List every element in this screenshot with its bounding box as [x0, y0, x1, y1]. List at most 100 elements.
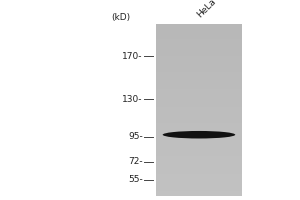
Bar	[156, 118, 242, 119]
Bar	[156, 47, 242, 48]
Bar	[156, 155, 242, 156]
Bar	[156, 171, 242, 172]
Bar	[156, 45, 242, 46]
Bar	[156, 75, 242, 76]
Bar	[156, 111, 242, 112]
Bar	[156, 69, 242, 70]
Bar	[156, 125, 242, 126]
Bar	[156, 143, 242, 144]
Bar	[156, 62, 242, 63]
Bar	[156, 112, 242, 113]
Bar	[156, 136, 242, 137]
Bar	[156, 141, 242, 142]
Text: 95-: 95-	[128, 132, 143, 141]
Bar	[156, 73, 242, 74]
Bar	[156, 100, 242, 101]
Bar	[156, 70, 242, 71]
Bar	[156, 154, 242, 155]
Bar	[156, 147, 242, 148]
Bar	[156, 68, 242, 69]
Bar	[156, 148, 242, 149]
Bar	[156, 24, 242, 25]
Bar	[156, 133, 242, 134]
Bar	[156, 162, 242, 163]
Bar	[156, 46, 242, 47]
Bar	[156, 83, 242, 84]
Bar	[156, 92, 242, 93]
Bar	[156, 52, 242, 53]
Bar	[156, 67, 242, 68]
Bar	[156, 96, 242, 97]
Bar	[156, 186, 242, 187]
Bar	[156, 121, 242, 122]
Bar	[156, 65, 242, 66]
Bar	[156, 49, 242, 50]
Bar	[156, 110, 242, 111]
Bar	[156, 58, 242, 59]
Bar	[156, 195, 242, 196]
Bar	[156, 135, 242, 136]
Bar	[156, 161, 242, 162]
Bar	[156, 157, 242, 158]
Bar	[156, 183, 242, 184]
Bar	[156, 91, 242, 92]
Bar	[156, 35, 242, 36]
Text: 72-: 72-	[128, 157, 143, 166]
Bar	[156, 169, 242, 170]
Bar	[156, 82, 242, 83]
Bar	[156, 61, 242, 62]
Bar	[156, 74, 242, 75]
Bar	[156, 167, 242, 168]
Bar	[156, 175, 242, 176]
Bar	[156, 139, 242, 140]
Bar	[156, 144, 242, 145]
Bar	[156, 84, 242, 85]
Bar	[156, 98, 242, 99]
Bar	[156, 168, 242, 169]
Bar	[156, 152, 242, 153]
Bar	[156, 26, 242, 27]
Bar	[156, 173, 242, 174]
Bar	[156, 79, 242, 80]
Bar	[156, 44, 242, 45]
Bar	[156, 190, 242, 191]
Bar	[156, 124, 242, 125]
Bar	[156, 126, 242, 127]
Text: (kD): (kD)	[112, 13, 131, 22]
Bar	[156, 104, 242, 105]
Bar	[156, 34, 242, 35]
Bar	[156, 150, 242, 151]
Bar	[156, 77, 242, 78]
Bar	[156, 189, 242, 190]
Bar	[156, 95, 242, 96]
Bar	[156, 102, 242, 103]
Bar	[156, 129, 242, 130]
Bar	[156, 166, 242, 167]
Bar	[156, 181, 242, 182]
Bar	[156, 54, 242, 55]
Bar	[156, 41, 242, 42]
Bar	[156, 164, 242, 165]
Bar	[156, 119, 242, 120]
Bar	[156, 29, 242, 30]
Bar	[156, 156, 242, 157]
Bar	[156, 48, 242, 49]
Bar	[156, 108, 242, 109]
Bar	[156, 97, 242, 98]
Bar	[156, 180, 242, 181]
Bar	[156, 165, 242, 166]
Bar	[156, 115, 242, 116]
Bar	[156, 94, 242, 95]
Bar	[156, 105, 242, 106]
Bar	[156, 109, 242, 110]
Bar	[156, 137, 242, 138]
Bar	[156, 87, 242, 88]
Bar	[156, 117, 242, 118]
Bar	[156, 37, 242, 38]
Bar	[156, 134, 242, 135]
Bar	[156, 174, 242, 175]
Bar	[156, 31, 242, 32]
Bar	[156, 163, 242, 164]
Bar	[156, 30, 242, 31]
Bar	[156, 188, 242, 189]
